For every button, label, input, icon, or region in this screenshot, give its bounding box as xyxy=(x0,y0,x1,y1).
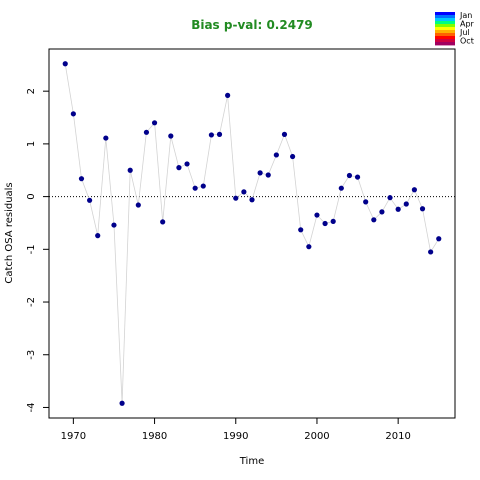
legend-color-swatch xyxy=(435,15,455,19)
data-point xyxy=(200,183,206,189)
data-point xyxy=(403,201,409,207)
data-point xyxy=(241,189,247,195)
legend-color-swatch xyxy=(435,39,455,43)
data-point xyxy=(281,131,288,137)
legend-color-swatch xyxy=(435,36,455,40)
data-point xyxy=(257,170,263,176)
x-tick-label: 1990 xyxy=(223,431,248,442)
data-point xyxy=(298,227,304,233)
data-point xyxy=(70,111,76,117)
data-point xyxy=(387,195,393,201)
data-point xyxy=(428,249,434,255)
y-tick-label: -3 xyxy=(26,350,37,360)
data-point xyxy=(208,132,214,138)
data-point xyxy=(119,400,125,406)
legend-color-swatch xyxy=(435,42,455,46)
y-tick-label: -1 xyxy=(26,244,37,254)
data-point xyxy=(265,172,271,178)
data-point xyxy=(379,209,385,215)
legend-color-swatch xyxy=(435,12,455,16)
data-point xyxy=(354,174,361,180)
legend-color-swatch xyxy=(435,24,455,28)
data-point xyxy=(192,185,198,191)
data-point xyxy=(395,206,401,212)
data-point xyxy=(111,222,117,228)
series-line xyxy=(64,63,440,404)
legend-color-swatch xyxy=(435,30,455,34)
legend-label: Jul xyxy=(459,28,470,37)
data-point xyxy=(168,133,174,139)
data-point xyxy=(346,172,353,179)
y-axis: -4 -3 -2 -1 0 1 2 xyxy=(26,88,49,412)
data-point xyxy=(249,197,255,203)
x-tick-label: 2010 xyxy=(385,431,410,442)
residual-line xyxy=(64,63,440,404)
data-point xyxy=(62,61,68,67)
data-point xyxy=(338,185,344,191)
data-point xyxy=(135,202,141,208)
data-point xyxy=(233,195,239,201)
data-point xyxy=(95,233,101,239)
legend-label: Apr xyxy=(460,20,475,29)
y-tick-label: 1 xyxy=(26,141,37,147)
data-point xyxy=(143,129,150,135)
x-tick-label: 2000 xyxy=(304,431,329,442)
data-point xyxy=(314,212,320,218)
data-point xyxy=(225,92,231,98)
legend-color-swatch xyxy=(435,27,455,31)
data-point xyxy=(176,165,182,171)
x-axis-title: Time xyxy=(239,456,264,467)
data-point xyxy=(87,197,93,203)
chart-title: Bias p-val: 0.2479 xyxy=(191,18,313,32)
data-point xyxy=(160,219,166,225)
data-point xyxy=(330,218,336,224)
y-tick-label: -4 xyxy=(26,402,37,412)
data-point xyxy=(371,217,377,223)
data-point xyxy=(363,199,369,205)
data-point xyxy=(290,153,296,160)
legend-color-swatch xyxy=(435,18,455,22)
y-tick-label: 2 xyxy=(26,88,37,94)
legend-label: Oct xyxy=(460,37,474,46)
y-tick-label: -2 xyxy=(26,297,37,307)
data-point xyxy=(419,206,426,212)
x-tick-label: 1970 xyxy=(61,431,86,442)
data-point xyxy=(184,161,190,167)
plot-frame xyxy=(48,48,456,419)
data-point xyxy=(411,187,417,193)
x-tick-label: 1980 xyxy=(142,431,167,442)
data-point xyxy=(78,176,85,182)
data-point xyxy=(436,236,442,242)
data-point xyxy=(127,167,133,173)
data-point xyxy=(103,135,109,141)
data-point xyxy=(322,220,328,227)
legend-color-swatch xyxy=(435,21,455,25)
data-point xyxy=(216,131,223,137)
y-tick-label: 0 xyxy=(26,193,37,199)
data-point xyxy=(151,120,158,126)
y-axis-title: Catch OSA residuals xyxy=(4,182,15,283)
legend-color-swatch xyxy=(435,33,455,37)
data-points xyxy=(62,61,442,406)
x-axis: 1970 1980 1990 2000 2010 xyxy=(61,418,411,442)
data-point xyxy=(306,244,312,250)
legend-label: Jan xyxy=(459,11,472,20)
data-point xyxy=(273,152,279,158)
